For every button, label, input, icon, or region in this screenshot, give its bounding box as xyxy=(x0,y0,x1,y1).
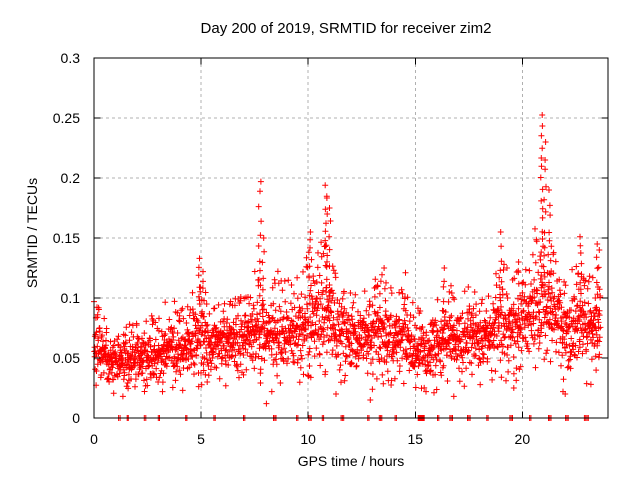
y-tick-label: 0.15 xyxy=(53,230,80,246)
y-tick-label: 0.1 xyxy=(61,290,81,306)
y-tick-label: 0.2 xyxy=(61,170,81,186)
axis-ticks xyxy=(93,57,608,419)
y-axis-label: SRMTID / TECUs xyxy=(24,178,40,288)
x-tick-label: 20 xyxy=(515,431,531,447)
scatter-markers xyxy=(91,112,604,421)
y-tick-label: 0.05 xyxy=(53,350,80,366)
x-tick-label: 15 xyxy=(407,431,423,447)
x-tick-label: 5 xyxy=(197,431,205,447)
y-tick-label: 0.25 xyxy=(53,110,80,126)
tick-labels: 0 5 10 15 20 0 0.05 0.1 0.15 0.2 0.25 0.3 xyxy=(53,50,531,447)
y-tick-label: 0.3 xyxy=(61,50,81,66)
x-axis-label: GPS time / hours xyxy=(298,453,405,469)
data-points xyxy=(91,112,604,421)
chart-title: Day 200 of 2019, SRMTID for receiver zim… xyxy=(201,20,492,37)
y-tick-label: 0 xyxy=(72,410,80,426)
x-tick-label: 0 xyxy=(90,431,98,447)
x-tick-label: 10 xyxy=(300,431,316,447)
